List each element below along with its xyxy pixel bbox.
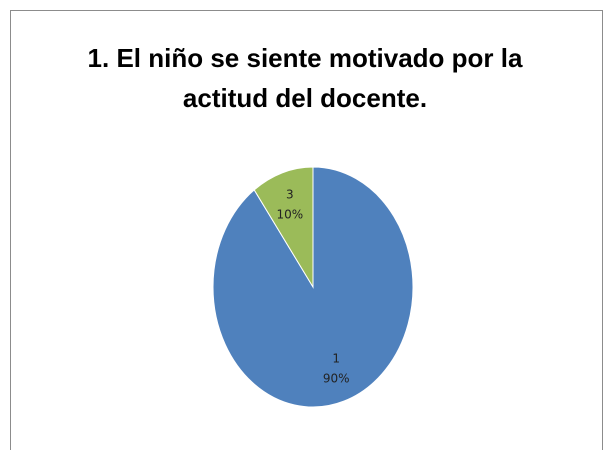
slice-value-label: 90% bbox=[323, 372, 350, 386]
chart-title: 1. El niño se siente motivado por la act… bbox=[87, 43, 523, 113]
slice-category-label: 1 bbox=[332, 352, 340, 366]
chart-frame bbox=[10, 10, 603, 450]
slice-value-label: 10% bbox=[276, 207, 303, 221]
slice-category-label: 3 bbox=[286, 187, 294, 201]
pie-slice bbox=[253, 166, 314, 289]
